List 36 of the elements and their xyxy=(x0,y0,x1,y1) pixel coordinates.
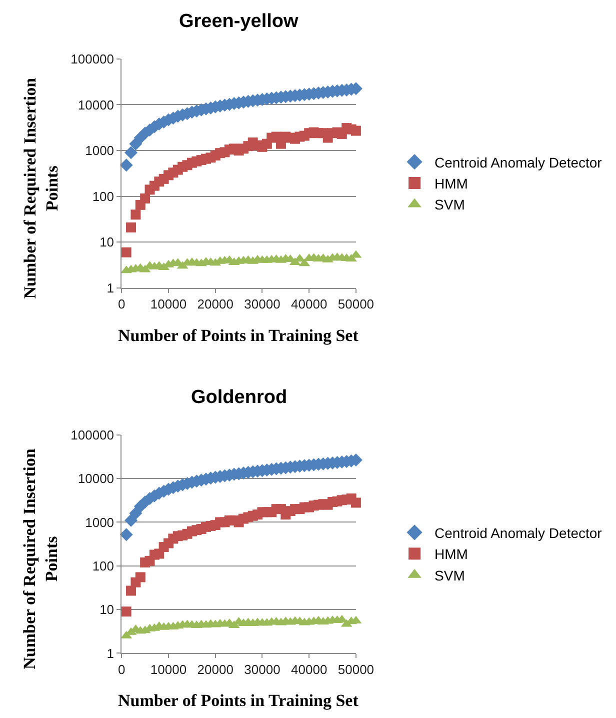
x-tick-label: 20000 xyxy=(197,296,234,312)
legend-label: SVM xyxy=(434,567,465,584)
y-tick-label: 100000 xyxy=(70,427,114,442)
x-tick-label: 10000 xyxy=(150,296,187,312)
y-tick-label: 1 xyxy=(106,280,114,296)
legend-label: HMM xyxy=(434,176,468,192)
legend-label: Centroid Anomaly Detector xyxy=(434,154,602,170)
legend-label: HMM xyxy=(434,546,468,562)
x-tick-label: 30000 xyxy=(244,296,280,312)
x-axis-title: Number of Points in Training Set xyxy=(118,326,359,345)
y-tick-label: 10000 xyxy=(78,97,114,112)
y-tick-label: 100 xyxy=(92,558,114,574)
y-tick-label: 10000 xyxy=(78,471,114,486)
x-tick-label: 50000 xyxy=(338,662,374,677)
x-tick-label: 0 xyxy=(118,662,126,677)
y-tick-label: 1 xyxy=(106,646,114,661)
y-tick-label: 100000 xyxy=(70,51,114,66)
y-tick-label: 1000 xyxy=(85,514,114,530)
chart-title: Green-yellow xyxy=(179,11,299,32)
y-tick-label: 1000 xyxy=(85,143,114,158)
y-axis-title: Number of Required Insertion Points xyxy=(20,448,62,670)
y-tick-label: 10 xyxy=(100,234,114,250)
legend-label: Centroid Anomaly Detector xyxy=(434,524,602,541)
x-axis-title: Number of Points in Training Set xyxy=(118,691,359,710)
x-tick-label: 20000 xyxy=(197,662,234,677)
x-tick-label: 50000 xyxy=(338,296,374,312)
x-tick-label: 0 xyxy=(118,296,126,312)
legend-label: SVM xyxy=(434,196,465,213)
x-tick-label: 10000 xyxy=(150,662,187,677)
x-tick-label: 30000 xyxy=(244,662,280,677)
x-tick-label: 40000 xyxy=(291,662,328,677)
y-tick-label: 10 xyxy=(100,602,114,618)
chart-title: Goldenrod xyxy=(191,387,288,408)
y-tick-label: 100 xyxy=(92,188,114,204)
x-tick-label: 40000 xyxy=(291,296,328,312)
y-axis-title: Number of Required Insertion Points xyxy=(20,77,62,299)
